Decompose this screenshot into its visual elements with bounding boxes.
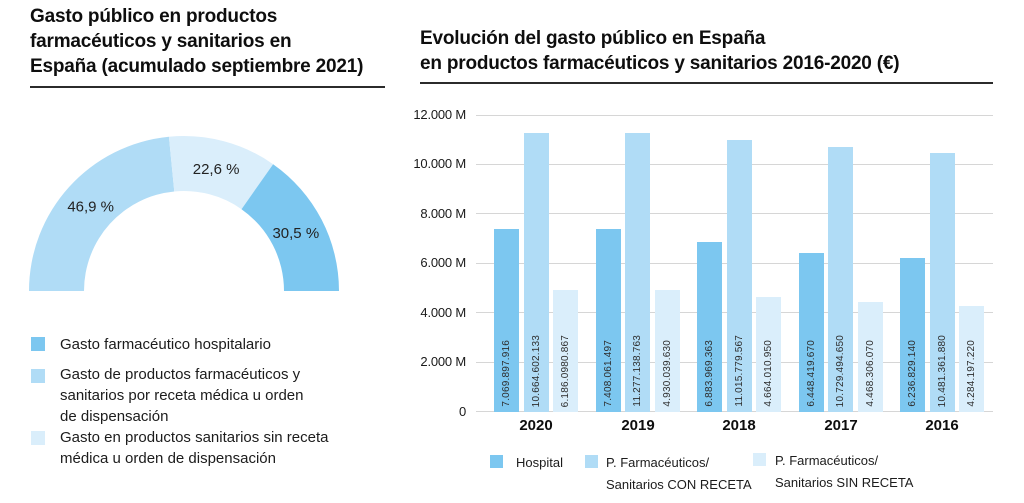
bar-2018-series-0: [697, 242, 722, 412]
bar-2017-series-0: [799, 253, 824, 412]
bar-value-label: 11.015.779.567: [734, 335, 745, 407]
x-axis-year-label: 2019: [621, 417, 655, 434]
legend-label-line: Sanitarios SIN RECETA: [775, 475, 914, 490]
bar-2016-series-0: [900, 258, 925, 412]
bar-value-label: 10.481.361.880: [937, 334, 948, 407]
y-axis-tick-label: 2.000 M: [420, 354, 466, 370]
bar-value-label: 10.729.494.650: [835, 334, 846, 407]
x-axis-year-label: 2018: [722, 417, 756, 434]
bar-2016-series-1: [930, 153, 955, 412]
legend-label-line: Gasto de productos farmacéuticos y: [60, 366, 301, 383]
bar-2019-series-1: [625, 133, 650, 412]
bar-value-label: 7.069.897.916: [501, 340, 512, 407]
right-chart-title: Evolución del gasto público en España en…: [420, 26, 900, 76]
half-donut-chart: 46,9 % 22,6 % 30,5 %: [29, 135, 339, 291]
legend-swatch: [753, 453, 766, 466]
y-axis-tick-label: 0: [458, 403, 466, 419]
legend-label: Hospital: [516, 452, 563, 474]
bar-2020-series-1: [524, 133, 549, 412]
legend-label-line: sanitarios por receta médica u orden: [60, 387, 304, 404]
bar-2019-series-2: [655, 290, 680, 412]
donut-percent-label: 22,6 %: [193, 161, 240, 178]
legend-label-line: de dispensación: [60, 408, 169, 425]
legend-label-line: P. Farmacéuticos/: [775, 453, 879, 468]
title-line: farmacéuticos y sanitarios en: [30, 31, 292, 52]
legend-swatch: [31, 431, 45, 445]
y-axis-tick-label: 6.000 M: [420, 255, 466, 271]
x-axis-year-label: 2020: [519, 417, 553, 434]
legend-label-line: P. Farmacéuticos/: [606, 455, 710, 470]
legend-swatch: [31, 337, 45, 351]
x-axis-year-label: 2017: [824, 417, 858, 434]
legend-label: Gasto en productos sanitarios sin receta…: [60, 427, 328, 469]
bar-value-label: 11.277.138.763: [632, 335, 643, 407]
bar-2018-series-2: [756, 297, 781, 412]
legend-label-line: Sanitarios CON RECETA: [606, 477, 752, 492]
bar-value-label: 10.664.602.133: [531, 334, 542, 407]
donut-segment-1: [168, 135, 274, 210]
left-title-underline: [30, 86, 385, 88]
legend-label: Gasto de productos farmacéuticos y sanita…: [60, 364, 303, 427]
bar-value-label: 6.186.0980.867: [560, 334, 571, 407]
donut-percent-label: 30,5 %: [272, 225, 319, 242]
bar-2018-series-1: [727, 140, 752, 412]
gridline: [476, 114, 993, 116]
bar-value-label: 4.930.039.630: [662, 340, 673, 407]
title-line: Gasto público en productos: [30, 6, 278, 27]
bar-value-label: 6.883.969.363: [704, 340, 715, 407]
legend-label-line: Gasto farmacéutico hospitalario: [60, 336, 271, 353]
legend-label: P. Farmacéuticos/Sanitarios CON RECETA: [606, 452, 752, 496]
bar-2017-series-2: [858, 302, 883, 412]
bar-value-label: 6.448.419.670: [806, 340, 817, 407]
left-chart-title: Gasto público en productos farmacéuticos…: [30, 4, 363, 79]
bar-value-label: 4.468.306.070: [865, 340, 876, 407]
donut-segment-2: [241, 164, 339, 291]
bar-value-label: 4.664.010.950: [763, 340, 774, 407]
legend-label: P. Farmacéuticos/Sanitarios SIN RECETA: [775, 450, 913, 494]
bar-2020-series-0: [494, 229, 519, 412]
bar-2016-series-2: [959, 306, 984, 412]
legend-label-line: Hospital: [516, 455, 563, 470]
donut-segment-0: [29, 136, 175, 291]
y-axis-tick-label: 4.000 M: [420, 304, 466, 320]
y-axis-tick-label: 10.000 M: [413, 156, 466, 172]
donut-percent-label: 46,9 %: [67, 198, 114, 215]
legend-label-line: Gasto en productos sanitarios sin receta: [60, 429, 329, 446]
legend-label: Gasto farmacéutico hospitalario: [60, 334, 271, 355]
bar-value-label: 7.408.061.497: [603, 340, 614, 407]
title-line: en productos farmacéuticos y sanitarios …: [420, 53, 900, 74]
legend-swatch: [31, 369, 45, 383]
legend-label-line: médica u orden de dispensación: [60, 450, 276, 467]
title-line: España (acumulado septiembre 2021): [30, 56, 364, 77]
bar-value-label: 6.236.829.140: [907, 340, 918, 407]
right-title-underline: [420, 82, 993, 84]
x-axis-year-label: 2016: [925, 417, 959, 434]
bar-2019-series-0: [596, 229, 621, 412]
y-axis-tick-label: 8.000 M: [420, 205, 466, 221]
title-line: Evolución del gasto público en España: [420, 28, 766, 49]
legend-swatch: [490, 455, 503, 468]
bar-2020-series-2: [553, 290, 578, 412]
legend-swatch: [585, 455, 598, 468]
y-axis-tick-label: 12.000 M: [413, 107, 466, 122]
bar-2017-series-1: [828, 147, 853, 412]
bar-value-label: 4.284.197.220: [966, 340, 977, 407]
